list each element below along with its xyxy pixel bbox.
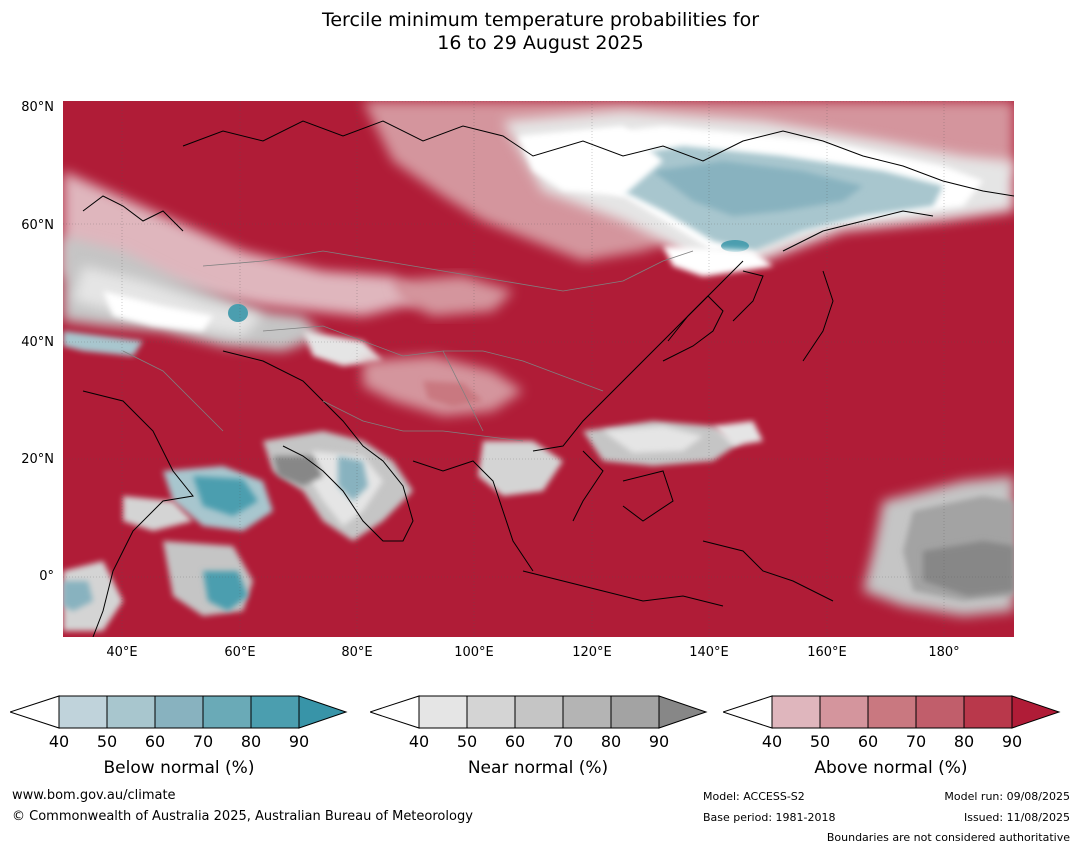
lon-label-60e: 60°E (224, 645, 256, 660)
above-normal-tick-label: 40 (761, 732, 783, 751)
lon-label-100e: 100°E (454, 645, 494, 660)
above-normal-tick-label: 80 (953, 732, 975, 751)
lon-label-80e: 80°E (341, 645, 373, 660)
below-normal-tick-label: 70 (192, 732, 214, 751)
above-normal-segment (915, 695, 965, 729)
near-normal-segment (514, 695, 564, 729)
lat-label-20n: 20°N (21, 452, 54, 467)
below-normal-tick-label: 90 (288, 732, 310, 751)
graticule (63, 101, 1014, 637)
footer-issued: Issued: 11/08/2025 (963, 811, 1070, 824)
footer-url: www.bom.gov.au/climate (12, 788, 176, 803)
coastlines (82, 120, 1014, 637)
footer-copyright: © Commonwealth of Australia 2025, Austra… (12, 809, 473, 824)
above-normal-segment (867, 695, 917, 729)
probability-map (63, 101, 1014, 637)
lon-label-40e: 40°E (106, 645, 138, 660)
below-normal-tick-label: 50 (96, 732, 118, 751)
near-normal-segment (418, 695, 468, 729)
near-normal-segment (466, 695, 516, 729)
below-normal-segment (154, 695, 204, 729)
near-normal-segment (562, 695, 612, 729)
below-normal-tick-label: 60 (144, 732, 166, 751)
lat-label-80n: 80°N (21, 100, 54, 115)
above-normal-segment (963, 695, 1013, 729)
near-normal-segment (610, 695, 660, 729)
near-normal-tick-label: 90 (648, 732, 670, 751)
lon-label-120e: 120°E (572, 645, 612, 660)
lon-label-180: 180° (928, 645, 960, 660)
above-normal-colorbar (723, 695, 1061, 729)
above-normal-title: Above normal (%) (814, 758, 968, 778)
below-normal-title: Below normal (%) (103, 758, 255, 778)
footer-disclaimer: Boundaries are not considered authoritat… (826, 831, 1070, 844)
below-normal-tick-label: 40 (48, 732, 70, 751)
lon-label-140e: 140°E (689, 645, 729, 660)
above-normal-segment (771, 695, 821, 729)
above-normal-tick-label: 70 (905, 732, 927, 751)
above-normal-segment (819, 695, 869, 729)
lat-label-0: 0° (39, 569, 54, 584)
near-normal-tick-label: 40 (408, 732, 430, 751)
below-normal-tick-label: 80 (240, 732, 262, 751)
footer-model: Model: ACCESS-S2 (703, 790, 805, 803)
footer-model-run: Model run: 09/08/2025 (944, 790, 1070, 803)
lat-label-40n: 40°N (21, 335, 54, 350)
near-normal-title: Near normal (%) (467, 758, 609, 778)
above-normal-tick-label: 60 (857, 732, 879, 751)
below-normal-segment (58, 695, 108, 729)
country-borders (122, 250, 694, 442)
map-title: Tercile minimum temperature probabilitie… (0, 9, 1081, 55)
near-normal-tick-label: 70 (552, 732, 574, 751)
map-title-line1: Tercile minimum temperature probabilitie… (321, 9, 760, 31)
lon-label-160e: 160°E (807, 645, 847, 660)
below-normal-colorbar (10, 695, 348, 729)
below-normal-segment (106, 695, 156, 729)
near-normal-tick-label: 50 (456, 732, 478, 751)
near-normal-tick-label: 80 (600, 732, 622, 751)
above-normal-tick-label: 90 (1001, 732, 1023, 751)
below-normal-segment (202, 695, 252, 729)
probability-regions (63, 101, 1014, 631)
lat-label-60n: 60°N (21, 218, 54, 233)
footer-base-period: Base period: 1981-2018 (703, 811, 836, 824)
below-normal-segment (250, 695, 300, 729)
near-normal-colorbar (370, 695, 708, 729)
near-normal-tick-label: 60 (504, 732, 526, 751)
map-title-line2: 16 to 29 August 2025 (437, 32, 644, 54)
above-normal-tick-label: 50 (809, 732, 831, 751)
